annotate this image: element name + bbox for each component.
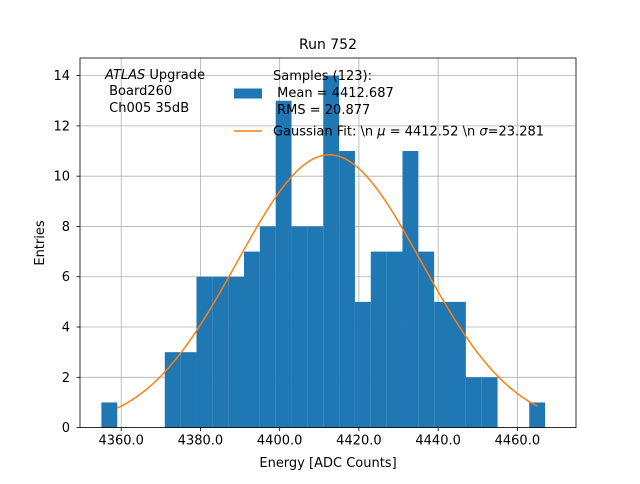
- legend-histogram-line2: Mean = 4412.687: [273, 86, 394, 101]
- legend-fit-part2: = 4412.52 \n: [386, 125, 480, 140]
- y-tick-label: 8: [62, 220, 70, 235]
- annotation-upgrade: Upgrade: [145, 68, 205, 83]
- histogram-bar: [259, 226, 276, 428]
- x-tick-label: 4420.0: [336, 434, 382, 449]
- y-axis-label: Entries: [33, 220, 48, 266]
- histogram-bar: [291, 226, 308, 428]
- histogram-bar: [370, 251, 387, 428]
- histogram-bar: [386, 251, 403, 428]
- legend-fit-part1: Gaussian Fit: \n: [273, 125, 377, 140]
- x-axis-ticks: 4360.0 4380.0 4400.0 4420.0 4440.0 4460.0: [98, 427, 541, 449]
- y-tick-label: 4: [62, 321, 70, 336]
- histogram-bar: [529, 402, 546, 428]
- histogram-bar: [402, 151, 419, 428]
- histogram-bar: [481, 377, 498, 428]
- legend-histogram-line3: RMS = 20.877: [273, 103, 370, 118]
- legend-fit-part3: =23.281: [488, 125, 544, 140]
- histogram-bar: [101, 402, 118, 428]
- annotation-line2: Board260: [105, 84, 172, 99]
- atlas-annotation: ATLAS Upgrade Board260 Ch005 35dB: [104, 68, 205, 116]
- histogram-bar: [307, 226, 324, 428]
- legend-fit-sigma: σ: [479, 125, 488, 140]
- x-axis-label: Energy [ADC Counts]: [259, 456, 396, 471]
- y-tick-label: 0: [62, 421, 70, 436]
- histogram-bar: [244, 251, 260, 428]
- histogram-bar: [196, 276, 213, 428]
- histogram-bar: [228, 276, 245, 428]
- y-tick-label: 12: [53, 119, 70, 134]
- histogram-bar: [323, 75, 340, 428]
- y-tick-label: 2: [62, 371, 70, 386]
- x-tick-label: 4400.0: [257, 434, 303, 449]
- histogram-bar: [450, 301, 466, 428]
- histogram-bar: [465, 377, 482, 428]
- histogram-bar: [339, 151, 355, 428]
- legend-fit-label: Gaussian Fit: \n μ = 4412.52 \n σ=23.281: [273, 125, 544, 140]
- y-axis-ticks: 0 2 4 6 8 10 12 14: [53, 69, 80, 436]
- histogram-bar: [418, 251, 435, 428]
- legend-histogram-swatch: [234, 88, 262, 99]
- histogram-bar: [434, 301, 451, 428]
- annotation-line1: ATLAS Upgrade: [104, 68, 205, 83]
- annotation-atlas: ATLAS: [104, 68, 145, 83]
- histogram-bar: [180, 352, 197, 428]
- histogram-bar: [164, 352, 181, 428]
- chart-title: Run 752: [299, 37, 357, 53]
- y-tick-label: 14: [53, 69, 70, 84]
- y-tick-label: 10: [53, 170, 70, 185]
- legend-fit-mu: μ: [376, 125, 385, 140]
- x-tick-label: 4360.0: [98, 434, 144, 449]
- histogram-bars: [101, 75, 546, 428]
- legend-histogram-line1: Samples (123):: [273, 69, 372, 84]
- legend: Samples (123): Mean = 4412.687 RMS = 20.…: [234, 69, 544, 140]
- histogram-bar: [354, 301, 371, 428]
- y-tick-label: 6: [62, 270, 70, 285]
- x-tick-label: 4460.0: [495, 434, 541, 449]
- x-tick-label: 4440.0: [415, 434, 461, 449]
- axes-frame: [79, 57, 577, 429]
- x-tick-label: 4380.0: [178, 434, 224, 449]
- gaussian-fit-line: [116, 154, 538, 409]
- annotation-line3: Ch005 35dB: [105, 101, 189, 116]
- histogram-bar: [275, 100, 292, 428]
- histogram-bar: [212, 276, 229, 428]
